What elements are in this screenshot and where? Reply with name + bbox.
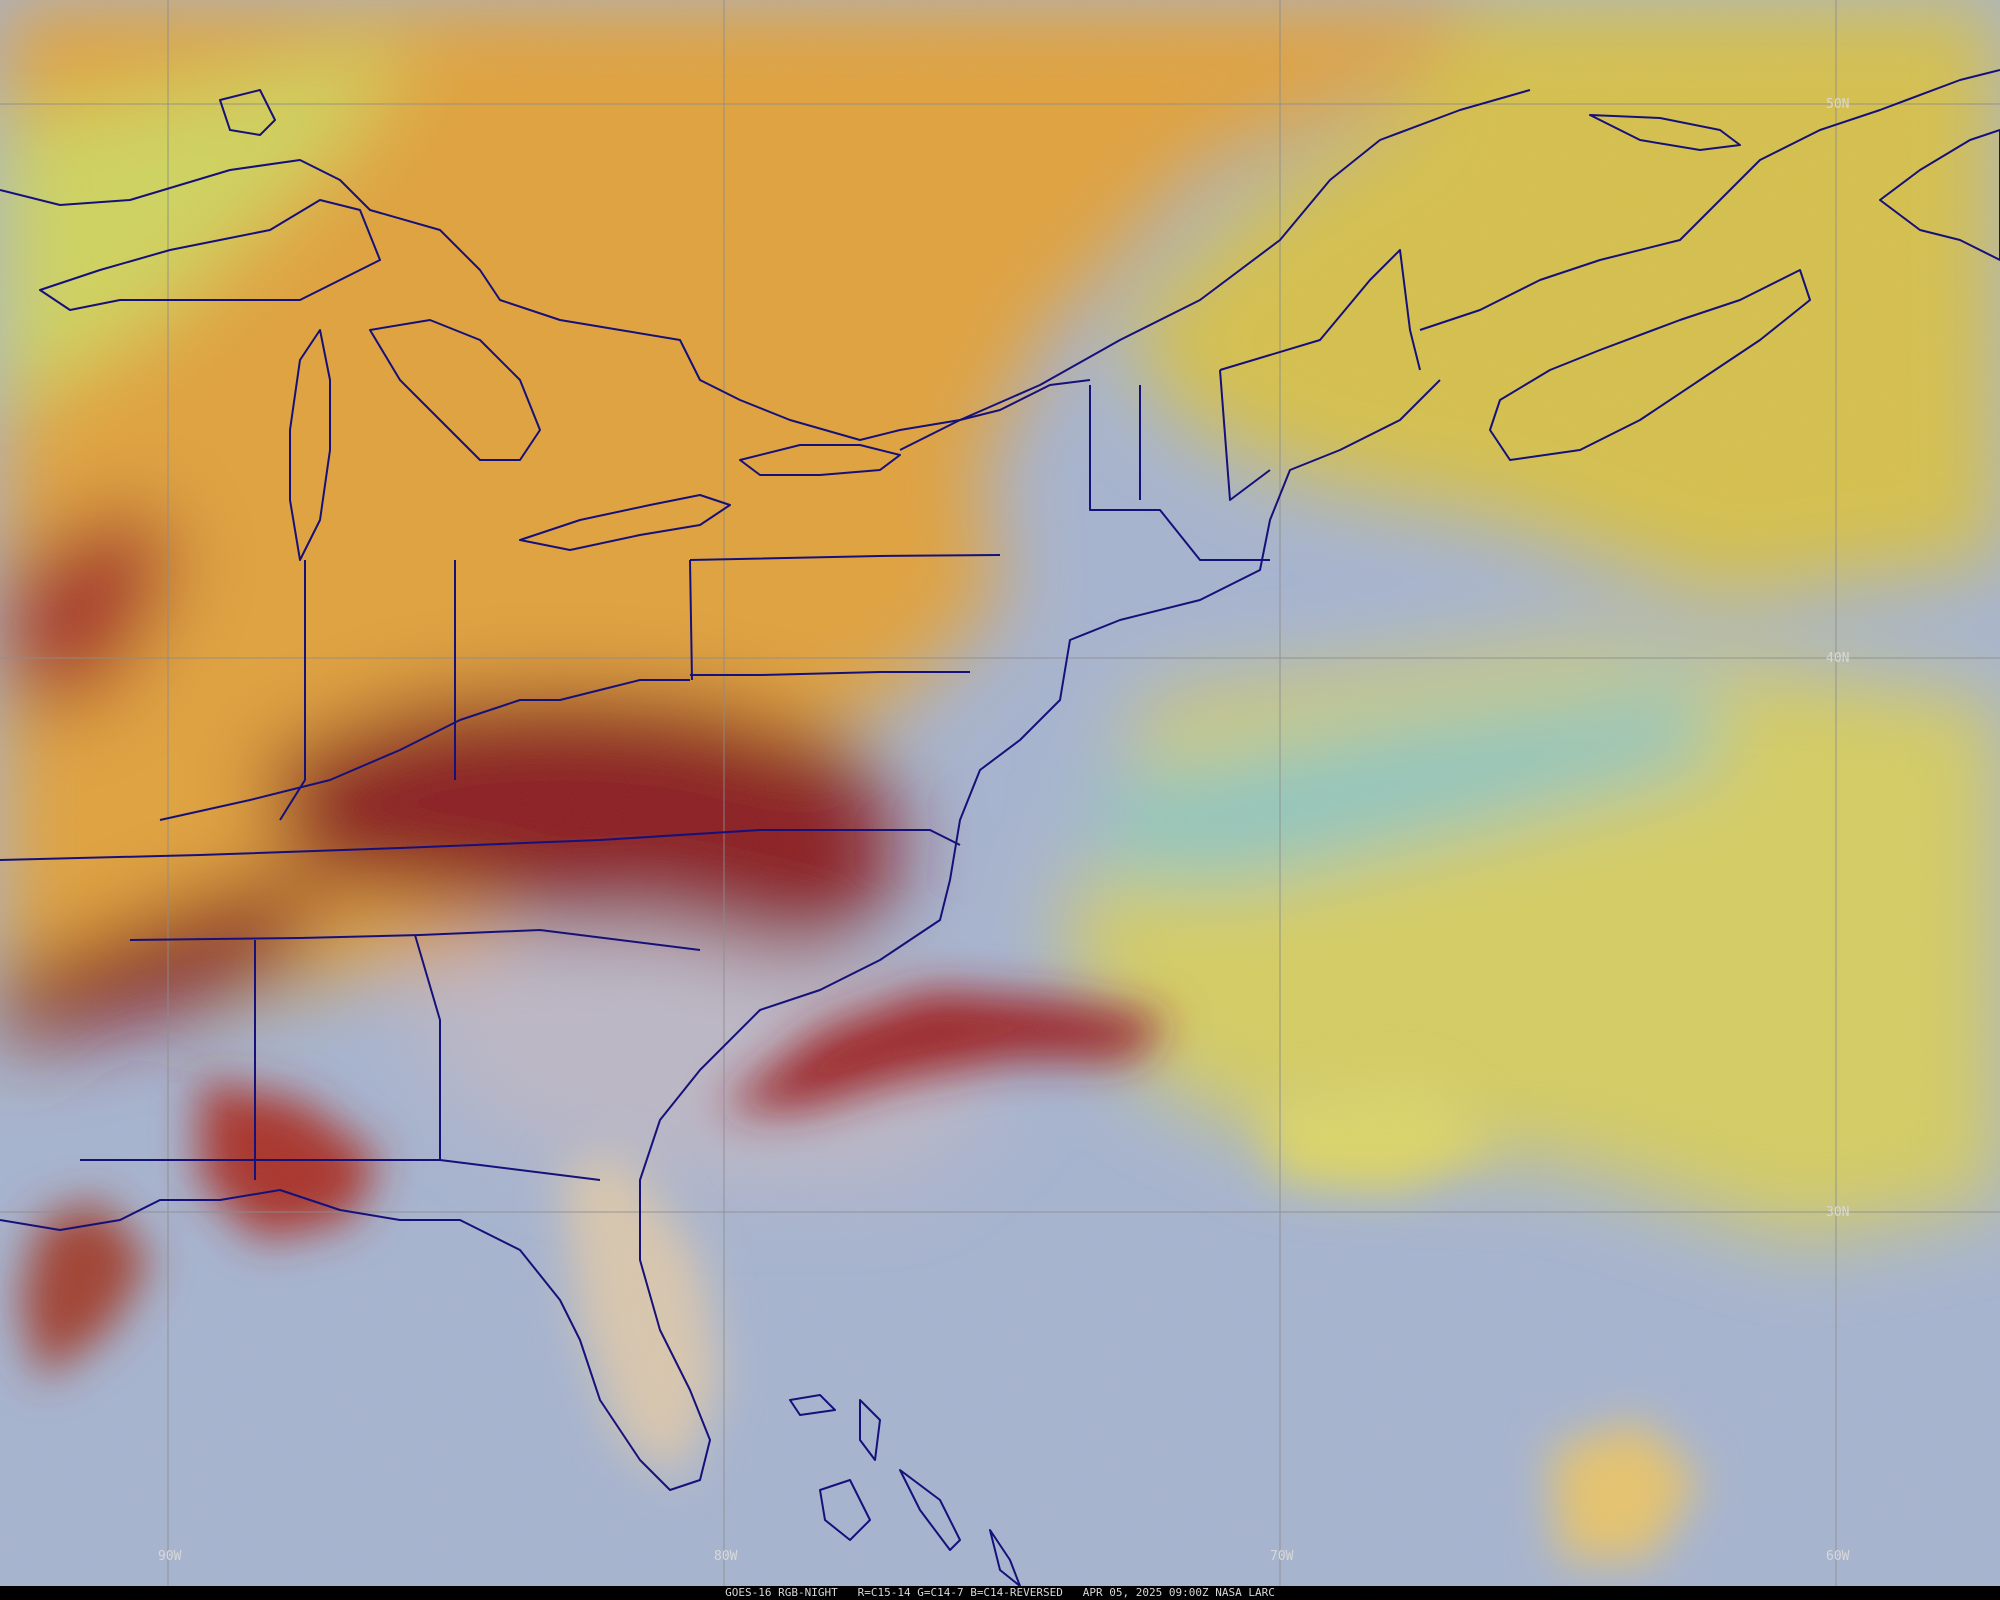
state-line-ohio-river (159, 679, 690, 821)
lake-nipigon (219, 89, 276, 136)
state-line-maine (1219, 369, 1271, 501)
st-lawrence-river (899, 89, 1531, 451)
lat-label-30n: 30N (1826, 1205, 1849, 1220)
lon-label-70w: 70W (1270, 1549, 1294, 1564)
lon-label-80w: 80W (714, 1549, 738, 1564)
newfoundland-coast (1879, 129, 2000, 261)
lat-label-50n: 50N (1826, 97, 1849, 112)
lake-erie (519, 494, 731, 551)
state-line-ohio-pa (689, 559, 693, 681)
state-line-new-england (1089, 385, 1270, 561)
state-line-gulf-states (80, 1159, 601, 1181)
state-line-mason-dixon (690, 671, 970, 676)
bahamas-exuma (899, 1469, 961, 1551)
gulf-of-st-lawrence-coast (1419, 69, 2000, 331)
political-borders (0, 69, 2000, 1586)
nova-scotia-coast (1489, 269, 1811, 461)
bahamas-abaco (789, 1394, 836, 1416)
anticosti-island (1589, 114, 1741, 151)
state-line-35n (129, 929, 701, 951)
lake-superior (39, 199, 381, 311)
maine-canada-border (1219, 249, 1421, 371)
lake-michigan (289, 329, 331, 561)
image-caption: GOES-16 RGB-NIGHT R=C15-14 G=C14-7 B=C14… (725, 1586, 1275, 1599)
great-lakes-canada-border (0, 159, 1091, 441)
state-line-36-30 (0, 829, 961, 861)
lake-huron (369, 319, 541, 461)
bahamas-long-island (989, 1529, 1021, 1586)
lake-ontario (739, 444, 901, 476)
atlantic-coastline (0, 379, 1441, 1491)
state-line-ny-pa (689, 554, 1001, 561)
caption-bar (0, 1586, 2000, 1600)
bahamas-andros (819, 1479, 871, 1541)
bahamas-eleuthera (859, 1399, 881, 1461)
graticule-labels: 90W 80W 70W 60W 50N 40N 30N (158, 97, 1850, 1564)
state-line-illinois-indiana (279, 560, 306, 821)
lat-label-40n: 40N (1826, 651, 1849, 666)
lon-label-60w: 60W (1826, 1549, 1850, 1564)
lon-label-90w: 90W (158, 1549, 182, 1564)
state-line-alabama-georgia (414, 934, 441, 1160)
